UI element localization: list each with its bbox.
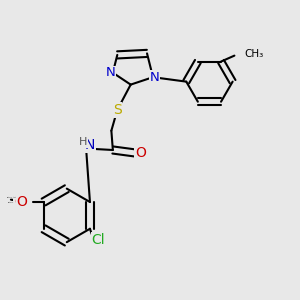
- Text: O: O: [14, 195, 25, 209]
- Text: methoxy_text: methoxy_text: [7, 196, 17, 198]
- Text: O: O: [16, 195, 27, 209]
- Text: N: N: [106, 66, 115, 79]
- Text: H: H: [79, 137, 87, 147]
- Text: CH₃: CH₃: [244, 49, 263, 59]
- Text: N: N: [85, 138, 95, 152]
- Text: S: S: [113, 103, 122, 117]
- Text: methoxy: methoxy: [8, 201, 14, 202]
- Text: Cl: Cl: [92, 233, 105, 247]
- Text: O: O: [135, 146, 146, 160]
- Text: N: N: [150, 71, 159, 84]
